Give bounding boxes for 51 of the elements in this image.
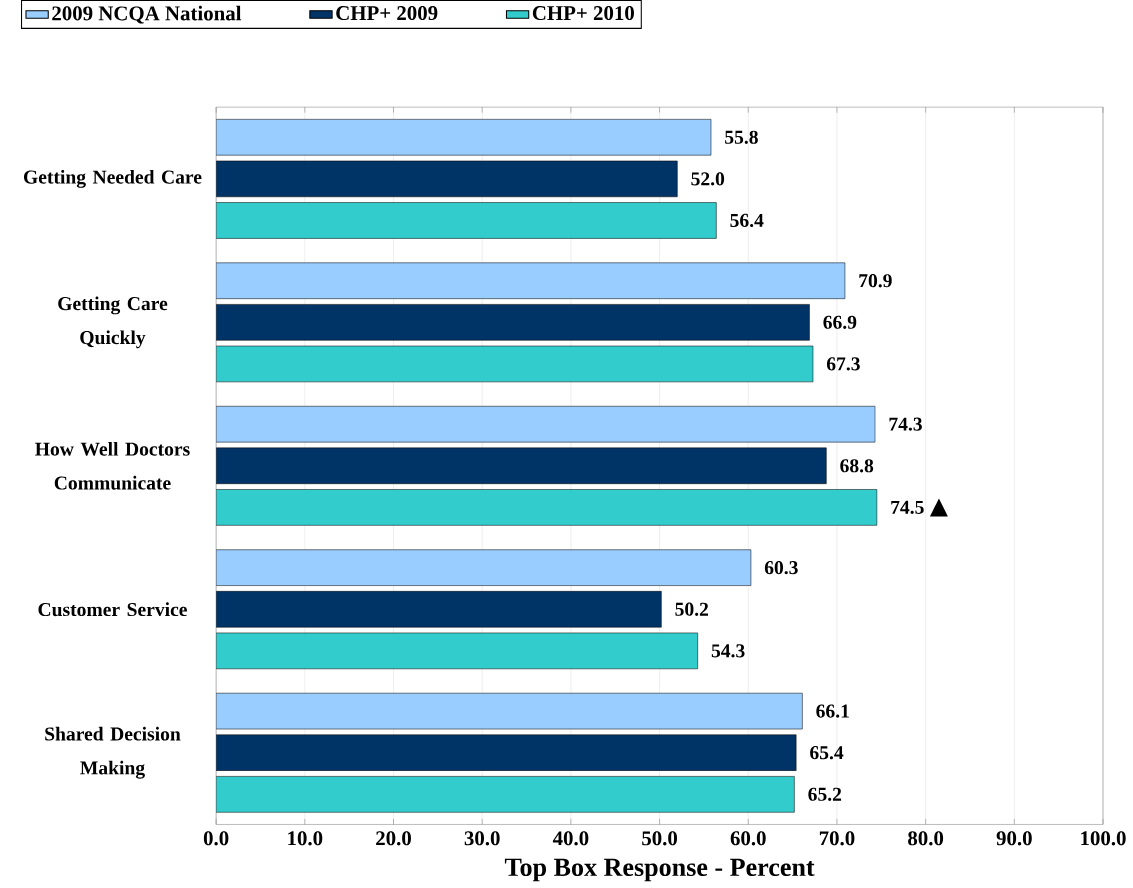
data-label: 50.2 (675, 602, 709, 616)
data-label: 60.3 (764, 561, 798, 575)
y-tick-label: Shared Decision Making (45, 726, 181, 779)
x-tick-label: 50.0 (642, 831, 678, 846)
x-axis-title: Top Box Response - Percent (504, 858, 815, 882)
bar (216, 119, 712, 156)
y-tick-label: Getting Needed Care (23, 170, 202, 188)
x-tick-label: 40.0 (552, 831, 589, 846)
legend-label: CHP+ 2009 (336, 6, 438, 21)
legend-label: 2009 NCQA National (52, 5, 242, 24)
x-tick-label: 30.0 (464, 831, 500, 846)
data-label: 70.9 (859, 274, 892, 288)
data-label: 52.0 (691, 172, 725, 186)
bar (216, 632, 698, 670)
data-label: 56.4 (730, 213, 764, 228)
bar (216, 304, 810, 341)
y-tick-label: How Well Doctors Communicate (35, 442, 190, 490)
bar (216, 202, 717, 239)
x-tick-label: 90.0 (996, 831, 1032, 846)
data-label: 65.4 (810, 746, 844, 760)
x-tick-label: 20.0 (376, 831, 411, 846)
bar (216, 406, 876, 443)
bar (216, 345, 814, 383)
x-tick-label: 60.0 (730, 831, 766, 846)
data-label: 65.2 (808, 787, 842, 802)
data-label: 74.3 (889, 417, 922, 431)
data-label: 66.9 (823, 315, 857, 330)
data-label: 67.3 (826, 357, 860, 371)
bar (216, 489, 878, 526)
bar (216, 262, 846, 299)
bar (216, 692, 803, 730)
data-label: 66.1 (816, 704, 849, 718)
y-tick-label: Customer Service (38, 602, 187, 617)
bar (216, 447, 827, 485)
x-tick-label: 0.0 (203, 831, 229, 846)
bar (216, 160, 678, 198)
data-label: 54.3 (711, 644, 745, 658)
y-tick-label: Getting Care Quickly (58, 296, 168, 349)
annotation: ▲ (929, 498, 948, 517)
bar (216, 734, 797, 771)
x-tick-label: 100.0 (1081, 831, 1126, 846)
x-tick-label: 70.0 (819, 831, 855, 846)
data-label: 55.8 (725, 130, 758, 144)
bar (216, 591, 662, 628)
x-tick-label: 80.0 (908, 831, 944, 846)
bar (216, 776, 795, 813)
data-label: 68.8 (840, 459, 874, 473)
x-tick-label: 10.0 (288, 831, 323, 846)
legend-label: CHP+ 2010 (532, 6, 634, 21)
bar (216, 549, 752, 586)
data-label: 74.5 (891, 500, 924, 515)
